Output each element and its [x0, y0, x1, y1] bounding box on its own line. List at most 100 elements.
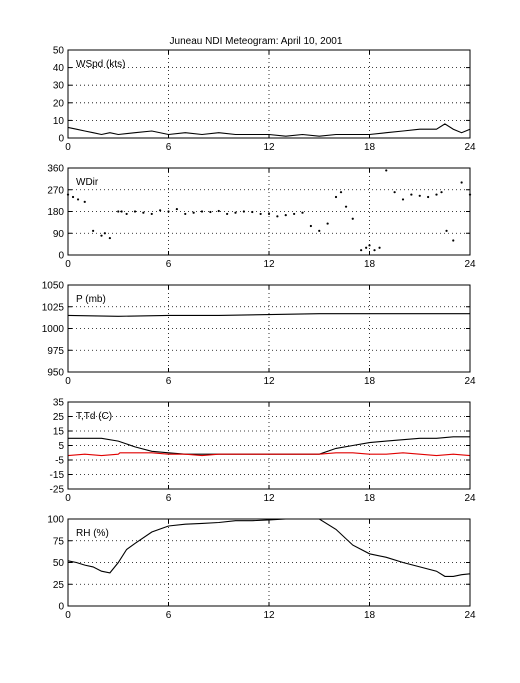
series-line-pressure-0: [67, 313, 470, 317]
y-tick-label: 40: [53, 63, 65, 74]
data-point: [339, 191, 343, 194]
y-tick-label: 270: [47, 185, 64, 196]
data-point: [133, 210, 137, 213]
y-tick-label: 15: [53, 427, 65, 438]
x-tick-label: 12: [263, 376, 275, 387]
y-tick-label: -5: [55, 456, 64, 467]
x-tick-label: 24: [464, 259, 476, 270]
x-tick-label: 0: [65, 142, 71, 153]
y-tick-label: 10: [53, 116, 65, 127]
y-tick-label: 0: [58, 134, 64, 145]
y-tick-label: 25: [53, 412, 65, 423]
data-point: [301, 211, 304, 214]
x-tick-label: 6: [166, 142, 172, 153]
y-tick-label: 180: [47, 207, 64, 218]
x-tick-label: 6: [166, 493, 172, 504]
y-tick-label: -25: [50, 485, 65, 496]
x-tick-label: 6: [166, 376, 172, 387]
y-tick-label: 100: [47, 515, 64, 526]
data-point: [117, 210, 120, 213]
data-point: [200, 210, 204, 213]
panel-wspd: 0 6 12 18 24 0 10 20 30 40 50 WSpd (kts): [53, 46, 476, 154]
x-tick-label: 12: [263, 142, 275, 153]
data-point: [368, 244, 371, 247]
y-tick-label: 75: [53, 536, 65, 547]
data-point: [427, 195, 430, 199]
x-tick-label: 18: [364, 259, 376, 270]
data-point: [92, 229, 95, 232]
y-tick-label: 5: [58, 441, 64, 452]
x-tick-label: 24: [464, 493, 476, 504]
data-point: [226, 212, 229, 216]
panel-rh: 0 6 12 18 24 0 25 50 75 100 RH (%): [47, 515, 476, 622]
y-tick-label: 35: [53, 398, 65, 409]
y-tick-label: 360: [47, 164, 64, 175]
data-point: [267, 212, 271, 216]
panel-temp_dewpoint: 0 6 12 18 24 -25 -15 -5 5 15 25 35 T,Td (C): [50, 398, 476, 505]
data-point: [284, 214, 287, 217]
y-tick-label: 30: [53, 81, 65, 92]
series-line-wspd-0: [67, 123, 471, 137]
y-tick-label: 25: [53, 580, 65, 591]
panel-wdir: 0 6 12 18 24 0 90 180 270 360 WDir: [47, 164, 476, 271]
x-tick-label: 24: [464, 610, 476, 621]
x-tick-label: 18: [364, 142, 376, 153]
y-tick-label: 50: [53, 46, 65, 57]
data-point: [259, 212, 262, 216]
series-line-rh-0: [67, 518, 471, 577]
y-tick-label: 975: [47, 346, 64, 357]
data-point: [159, 209, 162, 212]
data-point: [393, 191, 396, 194]
y-tick-label: 90: [53, 229, 65, 240]
x-tick-label: 0: [65, 259, 71, 270]
data-point: [365, 246, 368, 249]
panel-label: T,Td (C): [76, 411, 112, 422]
y-tick-label: 1050: [42, 281, 65, 292]
data-point: [435, 193, 438, 196]
data-point: [334, 195, 338, 199]
data-point: [125, 212, 128, 216]
data-point: [251, 210, 254, 214]
data-point: [100, 234, 103, 237]
x-tick-label: 24: [464, 376, 476, 387]
y-tick-label: 0: [58, 251, 64, 262]
panel-label: WSpd (kts): [76, 59, 125, 70]
data-point: [378, 246, 381, 249]
x-tick-label: 18: [364, 610, 376, 621]
x-tick-label: 6: [166, 259, 172, 270]
data-point: [142, 211, 145, 214]
data-point: [209, 210, 212, 214]
data-point: [309, 224, 312, 228]
y-tick-label: -15: [50, 470, 65, 481]
x-tick-label: 0: [65, 610, 71, 621]
data-point: [445, 229, 448, 232]
data-point: [418, 194, 421, 197]
figure-title: Juneau NDI Meteogram: April 10, 2001: [170, 36, 343, 47]
y-tick-label: 1000: [42, 324, 65, 335]
x-tick-label: 18: [364, 493, 376, 504]
data-point: [440, 191, 443, 194]
data-point: [360, 249, 363, 252]
data-point: [175, 207, 178, 211]
data-point: [460, 181, 463, 184]
data-point: [452, 239, 455, 242]
y-tick-label: 950: [47, 368, 64, 379]
x-tick-label: 12: [263, 493, 275, 504]
x-tick-label: 24: [464, 142, 476, 153]
data-point: [234, 211, 237, 214]
data-point: [71, 195, 75, 199]
x-tick-label: 0: [65, 493, 71, 504]
panel-label: WDir: [76, 177, 99, 188]
data-point: [192, 211, 195, 214]
data-point: [326, 222, 329, 225]
data-point: [344, 205, 348, 208]
data-point: [76, 198, 80, 201]
data-point: [276, 215, 279, 218]
data-point: [401, 198, 405, 201]
data-point: [351, 217, 354, 220]
x-tick-label: 12: [263, 259, 275, 270]
data-point: [410, 193, 413, 196]
y-tick-label: 1025: [42, 302, 65, 313]
x-tick-label: 18: [364, 376, 376, 387]
